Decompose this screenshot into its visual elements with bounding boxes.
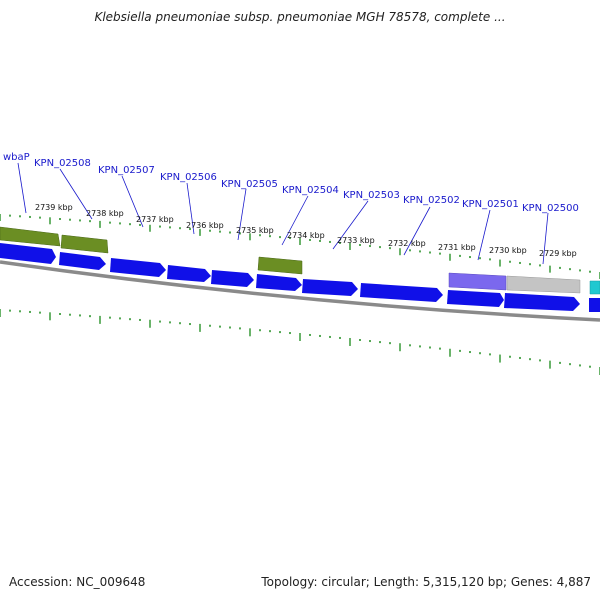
tick-label: 2729 kbp [539, 249, 577, 258]
accession-label: Accession: NC_009648 [9, 575, 146, 589]
feature-cyan[interactable] [589, 280, 600, 295]
cds-arrow[interactable] [167, 265, 211, 282]
outer-tick-marks [0, 214, 600, 279]
feature-gray[interactable] [506, 275, 581, 294]
cds-arrow[interactable] [0, 243, 56, 264]
map-title: Klebsiella pneumoniae subsp. pneumoniae … [94, 10, 506, 24]
tick-label: 2736 kbp [186, 221, 224, 230]
tick-labels: 2739 kbp 2738 kbp 2737 kbp 2736 kbp 2735… [35, 203, 577, 258]
cds-arrow[interactable] [360, 283, 443, 302]
feature-olive-2[interactable] [60, 234, 109, 254]
cds-arrow[interactable] [447, 290, 504, 307]
tick-label: 2738 kbp [86, 209, 124, 218]
cds-arrow[interactable] [256, 274, 302, 291]
genome-stats-label: Topology: circular; Length: 5,315,120 bp… [261, 575, 591, 589]
tick-label: 2735 kbp [236, 226, 274, 235]
cds-arrow[interactable] [211, 270, 254, 287]
gene-label-kpn02505[interactable]: KPN_02505 [221, 179, 278, 190]
feature-purple[interactable] [448, 272, 507, 291]
cds-arrow[interactable] [110, 258, 166, 277]
gene-label-kpn02508[interactable]: KPN_02508 [34, 158, 91, 169]
cds-arrow[interactable] [302, 279, 358, 296]
tick-label: 2732 kbp [388, 239, 426, 248]
tick-label: 2731 kbp [438, 243, 476, 252]
cds-arrow[interactable] [589, 298, 600, 312]
gene-labels: wbaP KPN_02508 KPN_02507 KPN_02506 KPN_0… [3, 152, 579, 214]
tick-label: 2739 kbp [35, 203, 73, 212]
outer-feature-track [0, 226, 600, 295]
cds-arrow[interactable] [59, 252, 106, 270]
gene-label-kpn02504[interactable]: KPN_02504 [282, 185, 339, 196]
gene-label-kpn02500[interactable]: KPN_02500 [522, 203, 579, 214]
gene-label-kpn02501[interactable]: KPN_02501 [462, 199, 519, 210]
gene-label-kpn02503[interactable]: KPN_02503 [343, 190, 400, 201]
feature-olive-1[interactable] [0, 226, 61, 247]
cds-track [0, 243, 600, 312]
tick-label: 2733 kbp [337, 236, 375, 245]
tick-label: 2734 kbp [287, 231, 325, 240]
tick-label: 2730 kbp [489, 246, 527, 255]
tick-label: 2737 kbp [136, 215, 174, 224]
gene-label-kpn02502[interactable]: KPN_02502 [403, 195, 460, 206]
gene-label-kpn02507[interactable]: KPN_02507 [98, 165, 155, 176]
gene-label-wbaP[interactable]: wbaP [3, 152, 30, 163]
inner-tick-marks [0, 309, 600, 375]
gene-label-kpn02506[interactable]: KPN_02506 [160, 172, 217, 183]
label-leader-lines [17, 162, 549, 265]
cds-arrow[interactable] [504, 293, 580, 311]
feature-olive-3[interactable] [257, 256, 303, 275]
backbone-ring [0, 260, 600, 322]
